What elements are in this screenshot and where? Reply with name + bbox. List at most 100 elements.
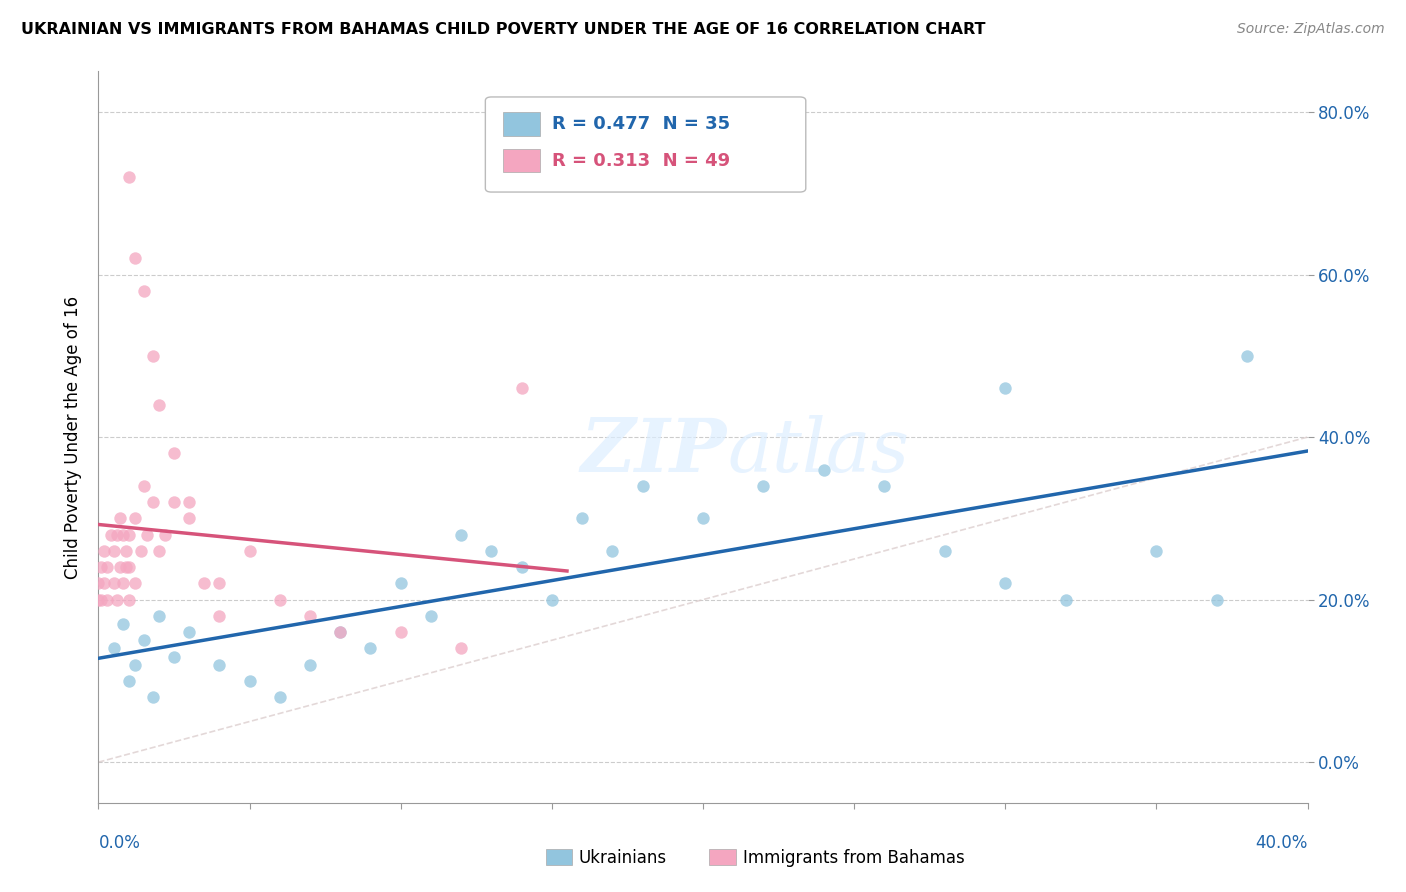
Point <box>118 169 141 184</box>
Text: 0.0%: 0.0% <box>98 834 141 852</box>
Point <box>90 560 112 574</box>
Point <box>179 511 201 525</box>
Point <box>208 576 231 591</box>
Point <box>420 608 443 623</box>
Point <box>179 495 201 509</box>
FancyBboxPatch shape <box>503 149 540 172</box>
Point <box>114 560 136 574</box>
Point <box>510 381 533 395</box>
Point <box>100 527 122 541</box>
Point <box>118 673 141 688</box>
Point <box>193 576 215 591</box>
Point <box>153 527 176 541</box>
Point <box>148 608 170 623</box>
Point <box>389 625 412 640</box>
Point <box>450 641 472 656</box>
Point <box>105 527 128 541</box>
Point <box>602 544 624 558</box>
FancyBboxPatch shape <box>503 112 540 136</box>
Point <box>87 592 110 607</box>
Point <box>114 544 136 558</box>
Point <box>269 592 291 607</box>
Point <box>132 479 155 493</box>
Point <box>148 398 170 412</box>
Point <box>103 641 125 656</box>
Point <box>118 592 141 607</box>
Point <box>124 576 146 591</box>
Point <box>142 495 165 509</box>
Point <box>239 544 262 558</box>
Point <box>450 527 472 541</box>
Point <box>329 625 352 640</box>
Text: UKRAINIAN VS IMMIGRANTS FROM BAHAMAS CHILD POVERTY UNDER THE AGE OF 16 CORRELATI: UKRAINIAN VS IMMIGRANTS FROM BAHAMAS CHI… <box>21 22 986 37</box>
Point <box>1206 592 1229 607</box>
Point <box>93 544 115 558</box>
Point <box>510 560 533 574</box>
Point <box>813 462 835 476</box>
Point <box>129 544 152 558</box>
Text: ZIP: ZIP <box>581 416 727 488</box>
Point <box>118 527 141 541</box>
Point <box>208 657 231 672</box>
Point <box>571 511 593 525</box>
Text: R = 0.313  N = 49: R = 0.313 N = 49 <box>551 152 730 169</box>
Point <box>360 641 382 656</box>
Point <box>124 657 146 672</box>
Text: Ukrainians: Ukrainians <box>578 848 666 867</box>
Point <box>142 690 165 705</box>
Point <box>163 495 186 509</box>
FancyBboxPatch shape <box>546 849 572 865</box>
Point <box>111 527 134 541</box>
Point <box>124 252 146 266</box>
Point <box>163 649 186 664</box>
Point <box>1236 349 1258 363</box>
Point <box>540 592 562 607</box>
Point <box>481 544 503 558</box>
Point <box>148 544 170 558</box>
Point <box>994 381 1017 395</box>
Point <box>105 592 128 607</box>
Point <box>108 511 131 525</box>
Point <box>873 479 896 493</box>
Point <box>179 625 201 640</box>
Point <box>631 479 654 493</box>
Point <box>111 617 134 632</box>
Text: 40.0%: 40.0% <box>1256 834 1308 852</box>
Point <box>163 446 186 460</box>
Point <box>299 657 322 672</box>
Point <box>692 511 714 525</box>
Point <box>239 673 262 688</box>
Point <box>329 625 352 640</box>
FancyBboxPatch shape <box>485 97 806 192</box>
Text: Immigrants from Bahamas: Immigrants from Bahamas <box>742 848 965 867</box>
Point <box>1144 544 1167 558</box>
Point <box>87 576 110 591</box>
Point <box>132 284 155 298</box>
Point <box>934 544 956 558</box>
Point <box>142 349 165 363</box>
Point <box>90 592 112 607</box>
Point <box>299 608 322 623</box>
Point <box>103 544 125 558</box>
Point <box>269 690 291 705</box>
Point <box>132 633 155 648</box>
Y-axis label: Child Poverty Under the Age of 16: Child Poverty Under the Age of 16 <box>65 295 83 579</box>
Point <box>124 511 146 525</box>
Text: Source: ZipAtlas.com: Source: ZipAtlas.com <box>1237 22 1385 37</box>
Point <box>389 576 412 591</box>
Point <box>96 592 118 607</box>
Point <box>96 560 118 574</box>
Point <box>208 608 231 623</box>
Point <box>118 560 141 574</box>
Point <box>994 576 1017 591</box>
Point <box>1054 592 1077 607</box>
Point <box>108 560 131 574</box>
Point <box>93 576 115 591</box>
Point <box>135 527 157 541</box>
Point <box>752 479 775 493</box>
Point <box>111 576 134 591</box>
Text: R = 0.477  N = 35: R = 0.477 N = 35 <box>551 115 730 133</box>
Text: atlas: atlas <box>727 416 910 488</box>
FancyBboxPatch shape <box>709 849 735 865</box>
Point <box>103 576 125 591</box>
